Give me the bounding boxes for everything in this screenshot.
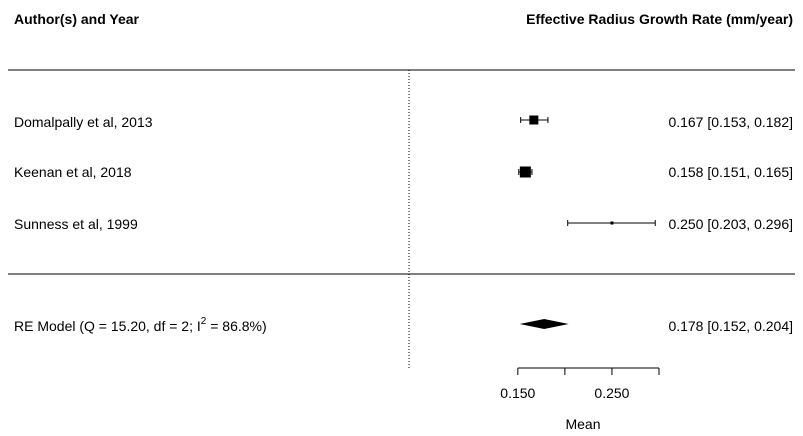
study-row: Sunness et al, 1999 0.250 [0.203, 0.296]	[14, 216, 793, 232]
summary-label-suffix: = 86.8%)	[206, 318, 266, 334]
study-label: Domalpally et al, 2013	[14, 114, 153, 130]
point-estimate	[519, 166, 531, 178]
x-tick-label: 0.250	[594, 385, 629, 401]
summary-label-prefix: RE Model (Q = 15.20, df = 2; I	[14, 318, 201, 334]
x-axis-label: Mean	[565, 416, 600, 432]
study-label: Keenan et al, 2018	[14, 164, 132, 180]
header-right: Effective Radius Growth Rate (mm/year)	[526, 11, 793, 27]
study-label: Sunness et al, 1999	[14, 216, 138, 232]
study-ci-text: 0.250 [0.203, 0.296]	[668, 216, 793, 232]
summary-diamond	[519, 319, 569, 329]
study-ci-text: 0.158 [0.151, 0.165]	[668, 164, 793, 180]
study-rows: Domalpally et al, 2013 0.167 [0.153, 0.1…	[14, 114, 793, 232]
x-axis: 0.150 0.250	[500, 367, 660, 401]
summary-row: RE Model (Q = 15.20, df = 2; I2 = 86.8%)…	[14, 316, 793, 334]
summary-ci-text: 0.178 [0.152, 0.204]	[668, 318, 793, 334]
x-tick-label: 0.150	[500, 385, 535, 401]
study-row: Domalpally et al, 2013 0.167 [0.153, 0.1…	[14, 114, 793, 130]
point-estimate	[529, 115, 539, 125]
summary-label: RE Model (Q = 15.20, df = 2; I2 = 86.8%)	[14, 316, 267, 334]
study-ci-text: 0.167 [0.153, 0.182]	[668, 114, 793, 130]
header-left: Author(s) and Year	[14, 11, 140, 27]
point-estimate	[610, 221, 614, 225]
plot-marks	[518, 115, 656, 329]
summary-label-sup: 2	[201, 316, 207, 327]
study-row: Keenan et al, 2018 0.158 [0.151, 0.165]	[14, 164, 793, 180]
